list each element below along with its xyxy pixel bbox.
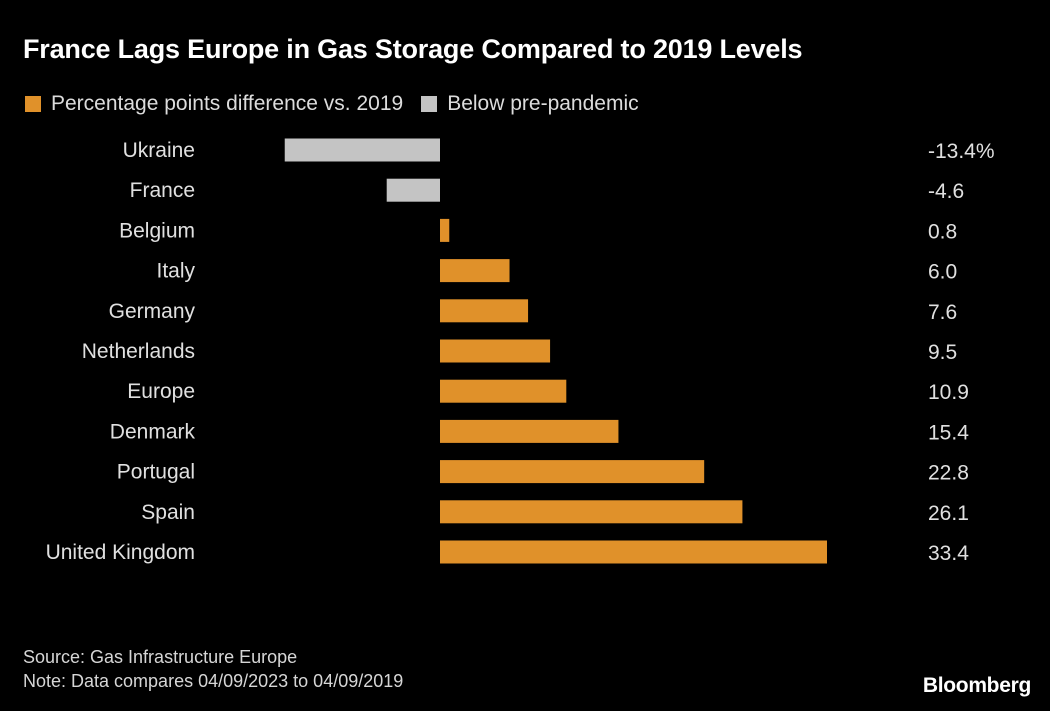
data-note: Note: Data compares 04/09/2023 to 04/09/… <box>23 671 404 691</box>
value-label: -4.6 <box>928 180 964 203</box>
chart-title: France Lags Europe in Gas Storage Compar… <box>23 34 803 64</box>
value-label: 22.8 <box>928 462 969 485</box>
legend-swatch-gray <box>421 96 438 112</box>
category-label: Portugal <box>117 461 195 484</box>
value-label: 26.1 <box>928 502 969 525</box>
legend-label-negative: Below pre-pandemic <box>447 92 639 115</box>
bar <box>440 379 567 403</box>
bar <box>440 218 450 242</box>
source-note: Source: Gas Infrastructure Europe <box>23 647 298 667</box>
value-label: 7.6 <box>928 301 957 324</box>
category-label: Italy <box>156 260 195 283</box>
category-label: Ukraine <box>123 139 195 162</box>
legend-item-positive: Percentage points difference vs. 2019 <box>25 92 403 116</box>
bar <box>386 178 440 202</box>
value-label: 33.4 <box>928 542 969 565</box>
legend-swatch-orange <box>25 96 41 112</box>
bar <box>440 339 551 363</box>
bloomberg-logo: Bloomberg <box>922 674 1031 697</box>
bar <box>440 500 743 524</box>
category-label: Netherlands <box>82 340 195 363</box>
value-label: -13.4% <box>928 140 995 163</box>
category-label: France <box>130 179 195 202</box>
category-label: Denmark <box>110 420 196 443</box>
category-label: Spain <box>141 501 195 524</box>
legend-label-positive: Percentage points difference vs. 2019 <box>51 92 404 115</box>
bar <box>440 540 827 564</box>
category-label: Belgium <box>119 219 195 242</box>
bar <box>440 460 705 484</box>
legend: Percentage points difference vs. 2019 Be… <box>25 92 657 116</box>
value-label: 0.8 <box>928 220 957 243</box>
footer: Source: Gas Infrastructure Europe Note: … <box>23 645 403 693</box>
bar <box>440 259 510 283</box>
bar <box>440 299 529 323</box>
value-label: 10.9 <box>928 381 969 404</box>
value-label: 15.4 <box>928 421 969 444</box>
bar <box>284 138 440 162</box>
bar <box>440 419 619 443</box>
legend-item-negative: Below pre-pandemic <box>421 92 639 116</box>
value-label: 9.5 <box>928 341 957 364</box>
category-label: United Kingdom <box>46 541 195 564</box>
category-label: Germany <box>109 300 196 323</box>
category-label: Europe <box>127 380 195 403</box>
value-label: 6.0 <box>928 261 957 284</box>
